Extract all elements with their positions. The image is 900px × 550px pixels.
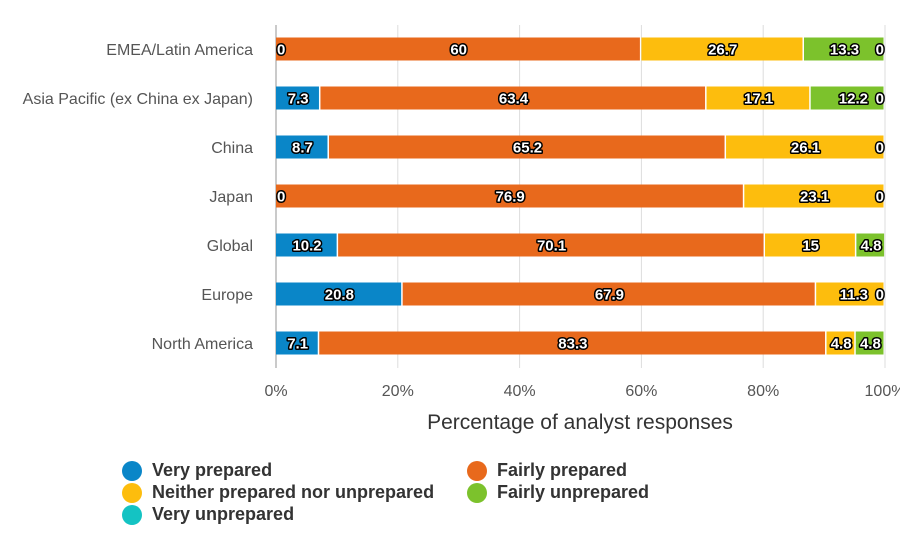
data-label: 67.9 bbox=[595, 287, 624, 304]
data-label: 65.2 bbox=[513, 140, 542, 157]
data-label: 0 bbox=[876, 189, 884, 206]
legend-label: Neither prepared nor unprepared bbox=[152, 482, 435, 502]
bar-segment bbox=[276, 282, 402, 306]
legend-item-fairly-unprepared[interactable]: Fairly unprepared bbox=[467, 482, 649, 503]
category-label: Global bbox=[207, 238, 253, 255]
legend-label: Fairly unprepared bbox=[497, 482, 650, 502]
data-label: 4.8 bbox=[860, 336, 881, 353]
bar-segment bbox=[706, 86, 810, 110]
legend-item-very-unprepared[interactable]: Very unprepared bbox=[122, 504, 294, 525]
data-label: 17.1 bbox=[744, 91, 773, 108]
legend-dot-icon bbox=[467, 482, 487, 503]
bar-segment bbox=[826, 331, 855, 355]
legend-item-neither[interactable]: Neither prepared nor unprepared bbox=[122, 482, 434, 503]
bar-segment bbox=[276, 135, 328, 159]
bar-segment bbox=[338, 233, 764, 257]
legend-item-very-prepared[interactable]: Very prepared bbox=[122, 460, 272, 481]
bar-segment bbox=[816, 282, 884, 306]
data-label: 13.3 bbox=[830, 42, 859, 59]
bar-segment bbox=[855, 331, 884, 355]
bar-segment bbox=[804, 37, 884, 61]
data-label: 4.8 bbox=[861, 238, 882, 255]
x-axis-title: Percentage of analyst responses bbox=[427, 411, 733, 434]
data-label: 7.3 bbox=[288, 91, 309, 108]
bar-segment bbox=[402, 282, 815, 306]
data-label: 76.9 bbox=[496, 189, 525, 206]
x-tick-label: 60% bbox=[625, 383, 657, 400]
bar-segment bbox=[276, 37, 640, 61]
data-label: 26.1 bbox=[791, 140, 820, 157]
data-label: 8.7 bbox=[292, 140, 313, 157]
bar-segment bbox=[276, 184, 743, 208]
bar-segment bbox=[276, 331, 318, 355]
category-label: Asia Pacific (ex China ex Japan) bbox=[23, 91, 253, 108]
x-tick-label: 80% bbox=[747, 383, 779, 400]
data-label: 0 bbox=[277, 189, 285, 206]
category-label: Japan bbox=[209, 189, 253, 206]
data-label: 60 bbox=[450, 42, 467, 59]
x-tick-label: 40% bbox=[504, 383, 536, 400]
data-label: 70.1 bbox=[537, 238, 566, 255]
bar-segment bbox=[328, 135, 725, 159]
legend-dot-icon bbox=[122, 482, 142, 503]
category-label: China bbox=[211, 140, 253, 157]
data-label: 10.2 bbox=[292, 238, 321, 255]
data-label: 0 bbox=[876, 140, 884, 157]
category-label: EMEA/Latin America bbox=[106, 42, 253, 59]
data-label: 15 bbox=[802, 238, 819, 255]
bar-segment bbox=[320, 86, 706, 110]
stacked-bar-chart: 0 60 26.7 13.3 0 7.3 63.4 17.1 12.2 0 8.7 65.2 26.1 0… bbox=[23, 25, 900, 434]
data-label: 7.1 bbox=[287, 336, 308, 353]
legend-item-fairly-prepared[interactable]: Fairly prepared bbox=[467, 460, 627, 481]
legend-dot-icon bbox=[467, 460, 487, 481]
bar-segment bbox=[276, 86, 319, 110]
legend-label: Very unprepared bbox=[152, 504, 295, 524]
bar-segment bbox=[765, 233, 855, 257]
legend-dot-icon bbox=[122, 504, 142, 525]
data-label: 63.4 bbox=[499, 91, 529, 108]
x-tick-labels: 0% 20% 40% 60% 80% 100% bbox=[264, 383, 900, 400]
bar-segment bbox=[810, 86, 884, 110]
data-label: 0 bbox=[876, 91, 884, 108]
bar-segment bbox=[744, 184, 884, 208]
data-label: 11.3 bbox=[840, 287, 868, 304]
category-label: Europe bbox=[201, 287, 253, 304]
x-tick-label: 20% bbox=[382, 383, 414, 400]
bar-segment bbox=[319, 331, 826, 355]
bar-segment bbox=[856, 233, 885, 257]
legend-label: Very prepared bbox=[152, 460, 273, 480]
data-label: 12.2 bbox=[839, 91, 868, 108]
category-label: North America bbox=[152, 336, 253, 353]
data-label: 20.8 bbox=[325, 287, 354, 304]
data-label: 26.7 bbox=[708, 42, 737, 59]
data-label: 4.8 bbox=[831, 336, 852, 353]
data-label: 0 bbox=[876, 287, 884, 304]
bar-segment bbox=[641, 37, 803, 61]
bar-segment bbox=[276, 233, 337, 257]
x-tick-label: 0% bbox=[264, 383, 287, 400]
legend-dot-icon bbox=[122, 460, 142, 481]
bars: 0 60 26.7 13.3 0 7.3 63.4 17.1 12.2 0 8.7 65.2 26.1 0… bbox=[276, 37, 886, 355]
data-label: 23.1 bbox=[800, 189, 829, 206]
bar-segment bbox=[726, 135, 884, 159]
data-label: 0 bbox=[277, 42, 285, 59]
legend-label: Fairly prepared bbox=[497, 460, 628, 480]
x-tick-label: 100% bbox=[865, 383, 900, 400]
category-labels: EMEA/Latin America Asia Pacific (ex China… bbox=[23, 42, 253, 353]
data-label: 83.3 bbox=[558, 336, 587, 353]
data-label: 0 bbox=[876, 42, 884, 59]
